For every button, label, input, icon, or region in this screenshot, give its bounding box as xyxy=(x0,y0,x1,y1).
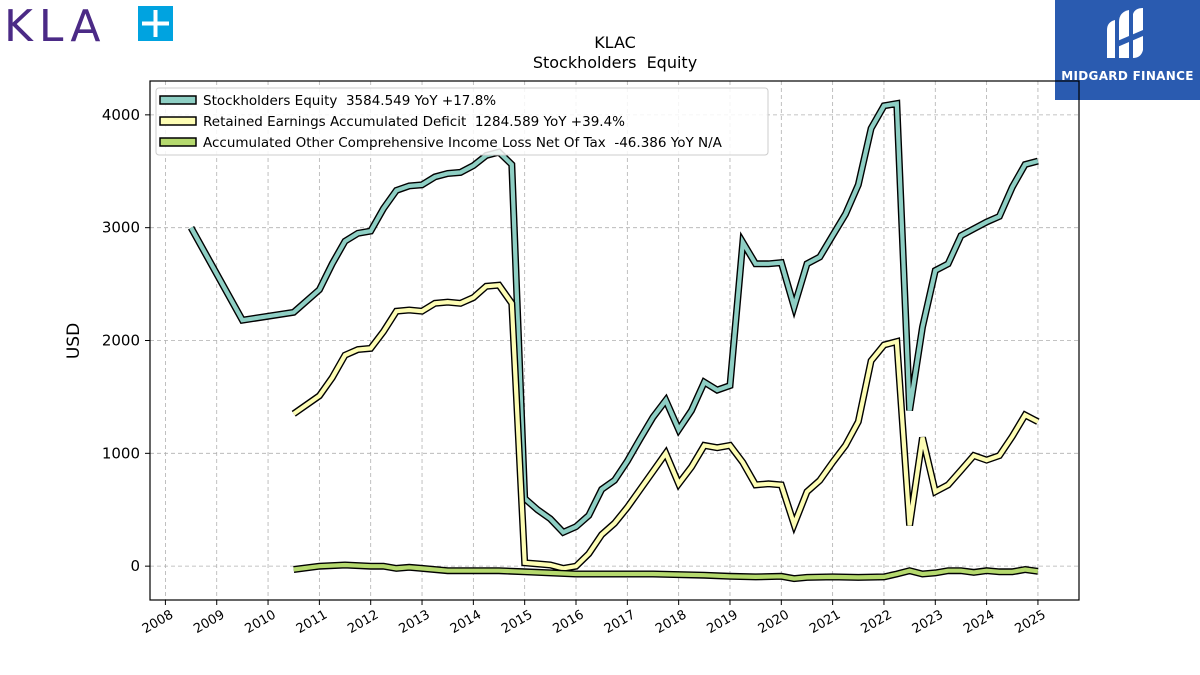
partner-name: MIDGARD FINANCE xyxy=(1061,69,1194,83)
series-3-line xyxy=(293,562,1039,581)
chart-title: KLAC xyxy=(594,33,636,52)
series-1 xyxy=(188,99,1039,537)
legend-label-3: Accumulated Other Comprehensive Income L… xyxy=(203,135,723,151)
series-3 xyxy=(293,561,1039,583)
y-tick-label: 3000 xyxy=(102,219,140,237)
legend-swatch-2 xyxy=(159,116,197,126)
legend: Stockholders Equity 3584.549 YoY +17.8% R… xyxy=(155,87,769,156)
x-tick-label: 2008 xyxy=(140,607,176,637)
x-tick-label: 2019 xyxy=(704,607,740,637)
legend-label-1: Stockholders Equity 3584.549 YoY +17.8% xyxy=(203,93,496,109)
x-tick-label: 2017 xyxy=(602,607,638,637)
x-tick-label: 2021 xyxy=(807,607,843,637)
series-2-outline xyxy=(291,281,1040,572)
x-tick-label: 2010 xyxy=(243,607,279,637)
series-2 xyxy=(291,281,1040,572)
legend-label-2: Retained Earnings Accumulated Deficit 12… xyxy=(203,114,625,130)
legend-box xyxy=(155,87,769,156)
x-tick-label: 2025 xyxy=(1012,607,1048,637)
x-tick-label: 2016 xyxy=(551,607,587,637)
x-tick-label: 2022 xyxy=(858,607,894,637)
x-tick-label: 2012 xyxy=(345,607,381,637)
x-axis-ticks: 2008 2009 2010 2011 2012 2013 2014 2015 2016 2017… xyxy=(140,600,1049,637)
series-1-line xyxy=(189,101,1039,535)
x-tick-label: 2013 xyxy=(397,607,433,637)
y-tick-label: 4000 xyxy=(102,106,140,124)
y-tick-label: 0 xyxy=(130,557,140,575)
company-logo: KLA xyxy=(4,2,173,50)
y-tick-label: 1000 xyxy=(102,444,140,462)
plus-icon xyxy=(138,6,173,41)
x-tick-label: 2023 xyxy=(910,607,946,637)
x-tick-label: 2024 xyxy=(961,607,997,637)
x-tick-label: 2014 xyxy=(448,607,484,637)
y-axis-ticks: 0 1000 2000 3000 4000 xyxy=(102,106,150,575)
legend-swatch-1 xyxy=(159,95,197,105)
plot-series xyxy=(188,99,1040,583)
y-tick-label: 2000 xyxy=(102,332,140,350)
midgard-emblem-icon xyxy=(1107,8,1143,58)
x-tick-label: 2020 xyxy=(756,607,792,637)
x-tick-label: 2015 xyxy=(499,607,535,637)
series-2-line xyxy=(292,283,1039,571)
series-1-outline xyxy=(188,99,1039,537)
x-tick-label: 2011 xyxy=(294,607,330,637)
x-tick-label: 2009 xyxy=(191,607,227,637)
chart-subtitle: Stockholders Equity xyxy=(533,53,697,72)
legend-swatch-3 xyxy=(159,137,197,147)
company-logo-text: KLA xyxy=(4,2,106,50)
y-axis-label: USD xyxy=(64,323,84,359)
x-tick-label: 2018 xyxy=(653,607,689,637)
partner-logo: MIDGARD FINANCE xyxy=(1055,0,1200,100)
